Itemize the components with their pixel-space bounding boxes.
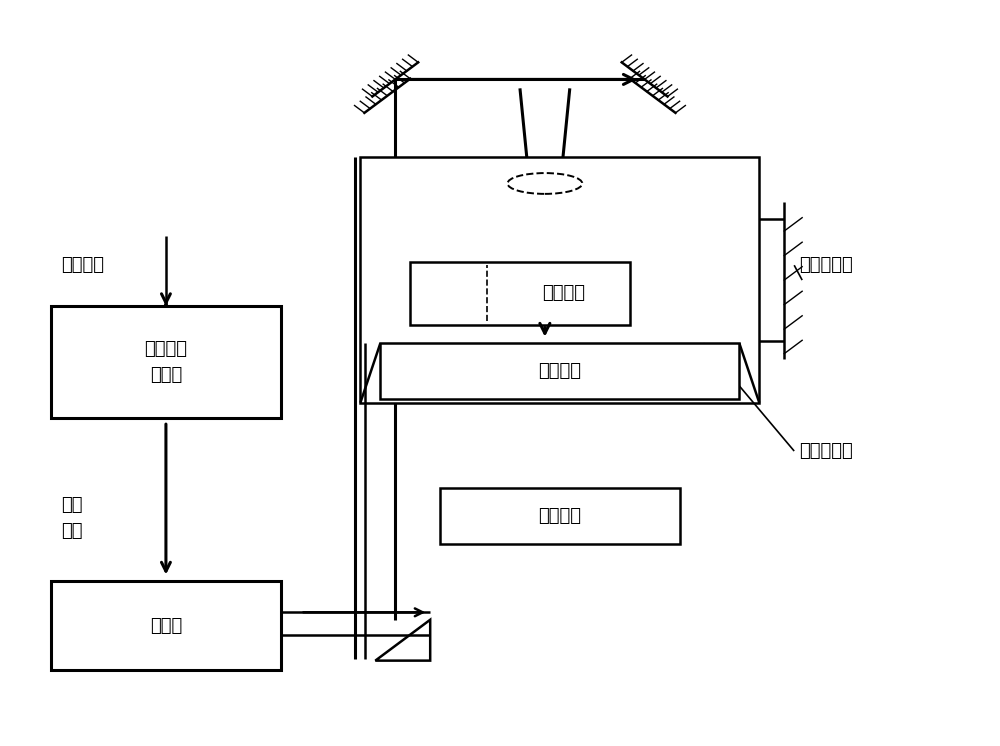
Bar [51, 306, 281, 418]
Text: 短气体间隙: 短气体间隙 [799, 256, 853, 275]
Text: 高压电极: 高压电极 [538, 507, 581, 525]
Bar [51, 581, 281, 671]
Text: 激光器: 激光器 [150, 617, 182, 635]
Text: 动作命令: 动作命令 [61, 256, 104, 275]
Text: 中间电极: 中间电极 [538, 362, 581, 380]
Bar [410, 262, 630, 325]
Text: 触发
命令: 触发 命令 [61, 496, 83, 540]
Text: 数字延时
发生器: 数字延时 发生器 [144, 339, 187, 384]
Bar [360, 157, 759, 403]
Bar [440, 488, 680, 544]
Text: 长空气间隙: 长空气间隙 [799, 442, 853, 460]
Bar [380, 343, 739, 399]
Text: 低压电极: 低压电极 [542, 284, 585, 302]
